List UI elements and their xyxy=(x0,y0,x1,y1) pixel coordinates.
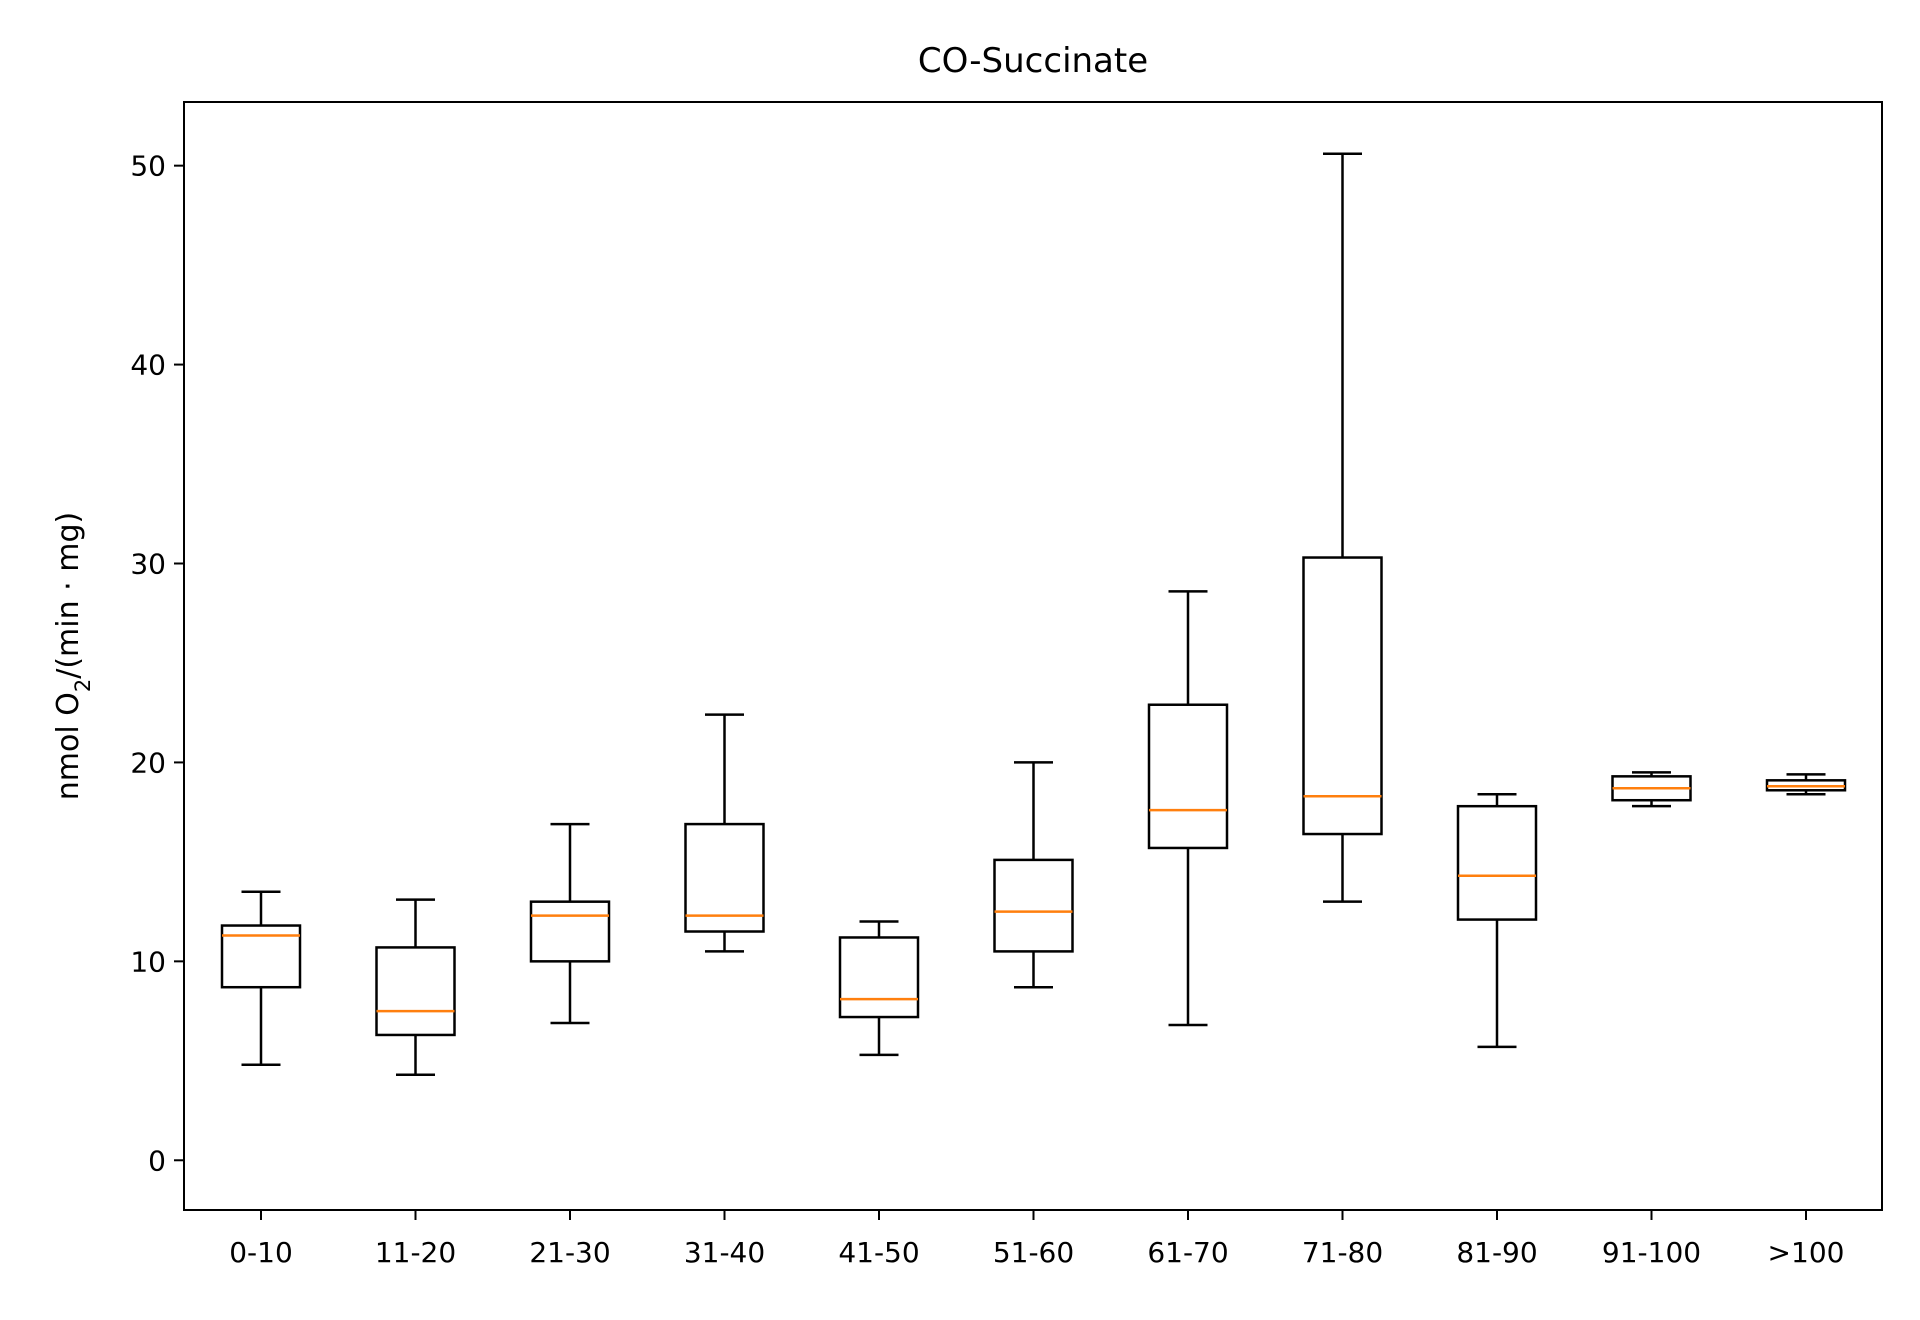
iqr-box xyxy=(1456,804,1538,921)
iqr-box xyxy=(993,858,1074,953)
iqr-box xyxy=(1147,703,1229,850)
box-41-50 xyxy=(838,920,920,1057)
x-tick-label: 61-70 xyxy=(1147,1236,1228,1269)
iqr-box xyxy=(684,822,765,933)
box-91-100 xyxy=(1611,771,1692,808)
x-tick-label: 91-100 xyxy=(1602,1236,1701,1269)
x-tick-label: 41-50 xyxy=(838,1236,919,1269)
box-11-20 xyxy=(375,898,456,1076)
y-axis-label: nmol O2/(min · mg) xyxy=(51,512,95,800)
box-81-90 xyxy=(1456,793,1538,1049)
iqr-box xyxy=(529,900,611,963)
iqr-box xyxy=(1302,556,1383,836)
x-tick-label: 21-30 xyxy=(529,1236,610,1269)
x-tick-label: >100 xyxy=(1768,1236,1845,1269)
box-51-60 xyxy=(993,761,1074,989)
iqr-box xyxy=(838,936,920,1019)
y-tick-label: 40 xyxy=(130,349,166,382)
box->100 xyxy=(1765,773,1847,796)
x-tick-label: 0-10 xyxy=(229,1236,293,1269)
y-tick-label: 50 xyxy=(130,150,166,183)
box-61-70 xyxy=(1147,590,1229,1027)
y-tick-label: 30 xyxy=(130,548,166,581)
y-axis: 0 10 20 30 40 50 xyxy=(130,150,184,1177)
y-axis-label-subscript: 2 xyxy=(71,679,95,692)
y-tick-label: 0 xyxy=(148,1144,166,1177)
x-tick-label: 51-60 xyxy=(993,1236,1074,1269)
box-21-30 xyxy=(529,822,611,1025)
x-tick-label: 31-40 xyxy=(684,1236,765,1269)
x-tick-label: 71-80 xyxy=(1302,1236,1383,1269)
box-71-80 xyxy=(1302,152,1383,903)
x-axis: 0-10 11-20 21-30 31-40 41-50 51-60 61-70 71-80 8… xyxy=(229,1210,1844,1269)
box-31-40 xyxy=(684,713,765,953)
y-tick-label: 20 xyxy=(130,746,166,779)
x-tick-label: 81-90 xyxy=(1456,1236,1537,1269)
chart-title: CO-Succinate xyxy=(918,41,1148,81)
box-series xyxy=(220,152,1847,1076)
plot-area-frame xyxy=(183,101,1883,1211)
box-0-10 xyxy=(220,890,302,1067)
iqr-box xyxy=(220,924,302,989)
y-tick-label: 10 xyxy=(130,945,166,978)
x-tick-label: 11-20 xyxy=(375,1236,456,1269)
iqr-box xyxy=(375,946,456,1037)
